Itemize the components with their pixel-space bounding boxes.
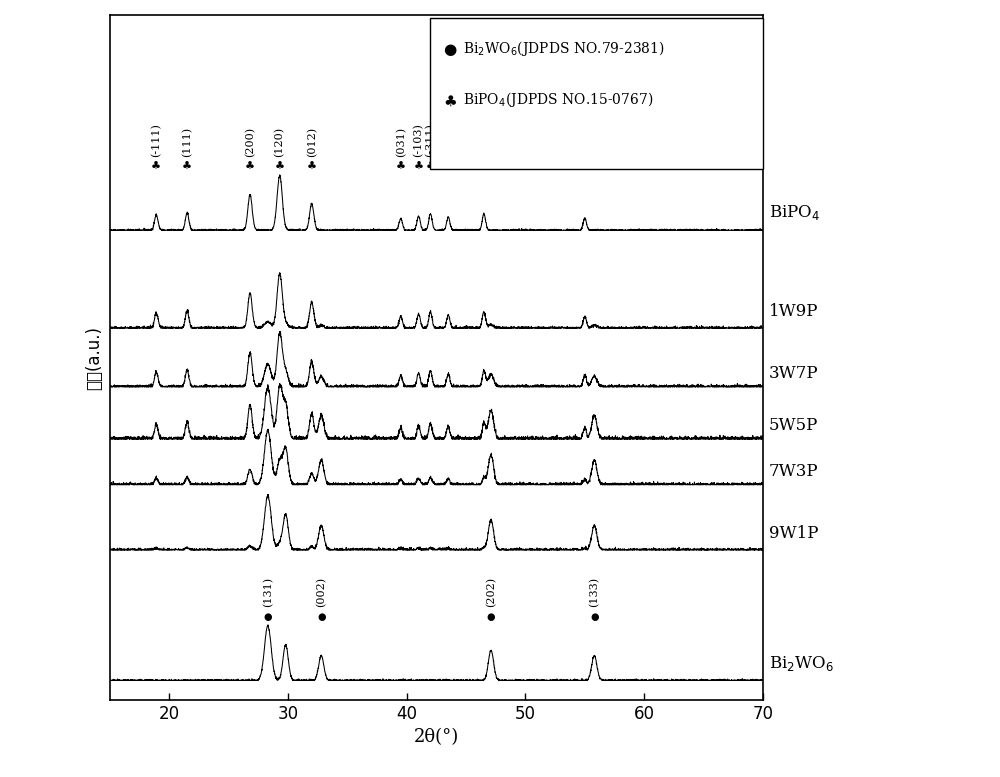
Text: ♣: ♣ [307, 162, 317, 172]
Text: ●: ● [443, 43, 456, 57]
X-axis label: 2θ(°): 2θ(°) [414, 729, 459, 747]
Text: Bi$_2$WO$_6$: Bi$_2$WO$_6$ [769, 653, 834, 673]
Text: Bi$_2$WO$_6$(JDPDS NO.79-2381): Bi$_2$WO$_6$(JDPDS NO.79-2381) [463, 39, 664, 58]
Text: ●: ● [487, 612, 495, 622]
Text: (-322): (-322) [580, 124, 590, 157]
Text: BiPO$_4$: BiPO$_4$ [769, 204, 820, 222]
Text: (111): (111) [182, 127, 192, 157]
Text: (-131): (-131) [443, 124, 453, 157]
Text: ●: ● [264, 612, 272, 622]
Text: (120): (120) [275, 127, 285, 157]
Y-axis label: 强度(a.u.): 强度(a.u.) [85, 326, 103, 389]
Text: (-103): (-103) [413, 124, 424, 157]
Text: (131): (131) [263, 577, 273, 608]
Text: ♣: ♣ [396, 162, 406, 172]
Text: ♣: ♣ [443, 94, 457, 109]
Text: (012): (012) [307, 127, 317, 157]
Text: 9W1P: 9W1P [769, 525, 818, 542]
Text: (-311): (-311) [425, 124, 436, 157]
Text: ♣: ♣ [182, 162, 192, 172]
Text: (-111): (-111) [151, 124, 161, 157]
Text: ♣: ♣ [151, 162, 161, 172]
Text: 1W9P: 1W9P [769, 303, 818, 320]
Text: ●: ● [590, 612, 599, 622]
Text: (202): (202) [486, 577, 496, 608]
Text: ●: ● [317, 612, 325, 622]
Text: 3W7P: 3W7P [769, 364, 818, 382]
Text: (031): (031) [396, 127, 406, 157]
Text: ♣: ♣ [414, 162, 424, 172]
Text: ♣: ♣ [425, 162, 435, 172]
Text: 5W5P: 5W5P [769, 416, 818, 434]
FancyBboxPatch shape [430, 19, 763, 169]
Text: ♣: ♣ [443, 162, 453, 172]
Text: (133): (133) [589, 577, 599, 608]
Text: ♣: ♣ [245, 162, 255, 172]
Text: (002): (002) [316, 577, 326, 608]
Text: (212): (212) [479, 127, 489, 157]
Text: ♣: ♣ [479, 162, 489, 172]
Text: BiPO$_4$(JDPDS NO.15-0767): BiPO$_4$(JDPDS NO.15-0767) [463, 90, 653, 110]
Text: ♣: ♣ [275, 162, 285, 172]
Text: ♣: ♣ [580, 162, 590, 172]
Text: 7W3P: 7W3P [769, 462, 818, 479]
Text: (200): (200) [245, 127, 255, 157]
